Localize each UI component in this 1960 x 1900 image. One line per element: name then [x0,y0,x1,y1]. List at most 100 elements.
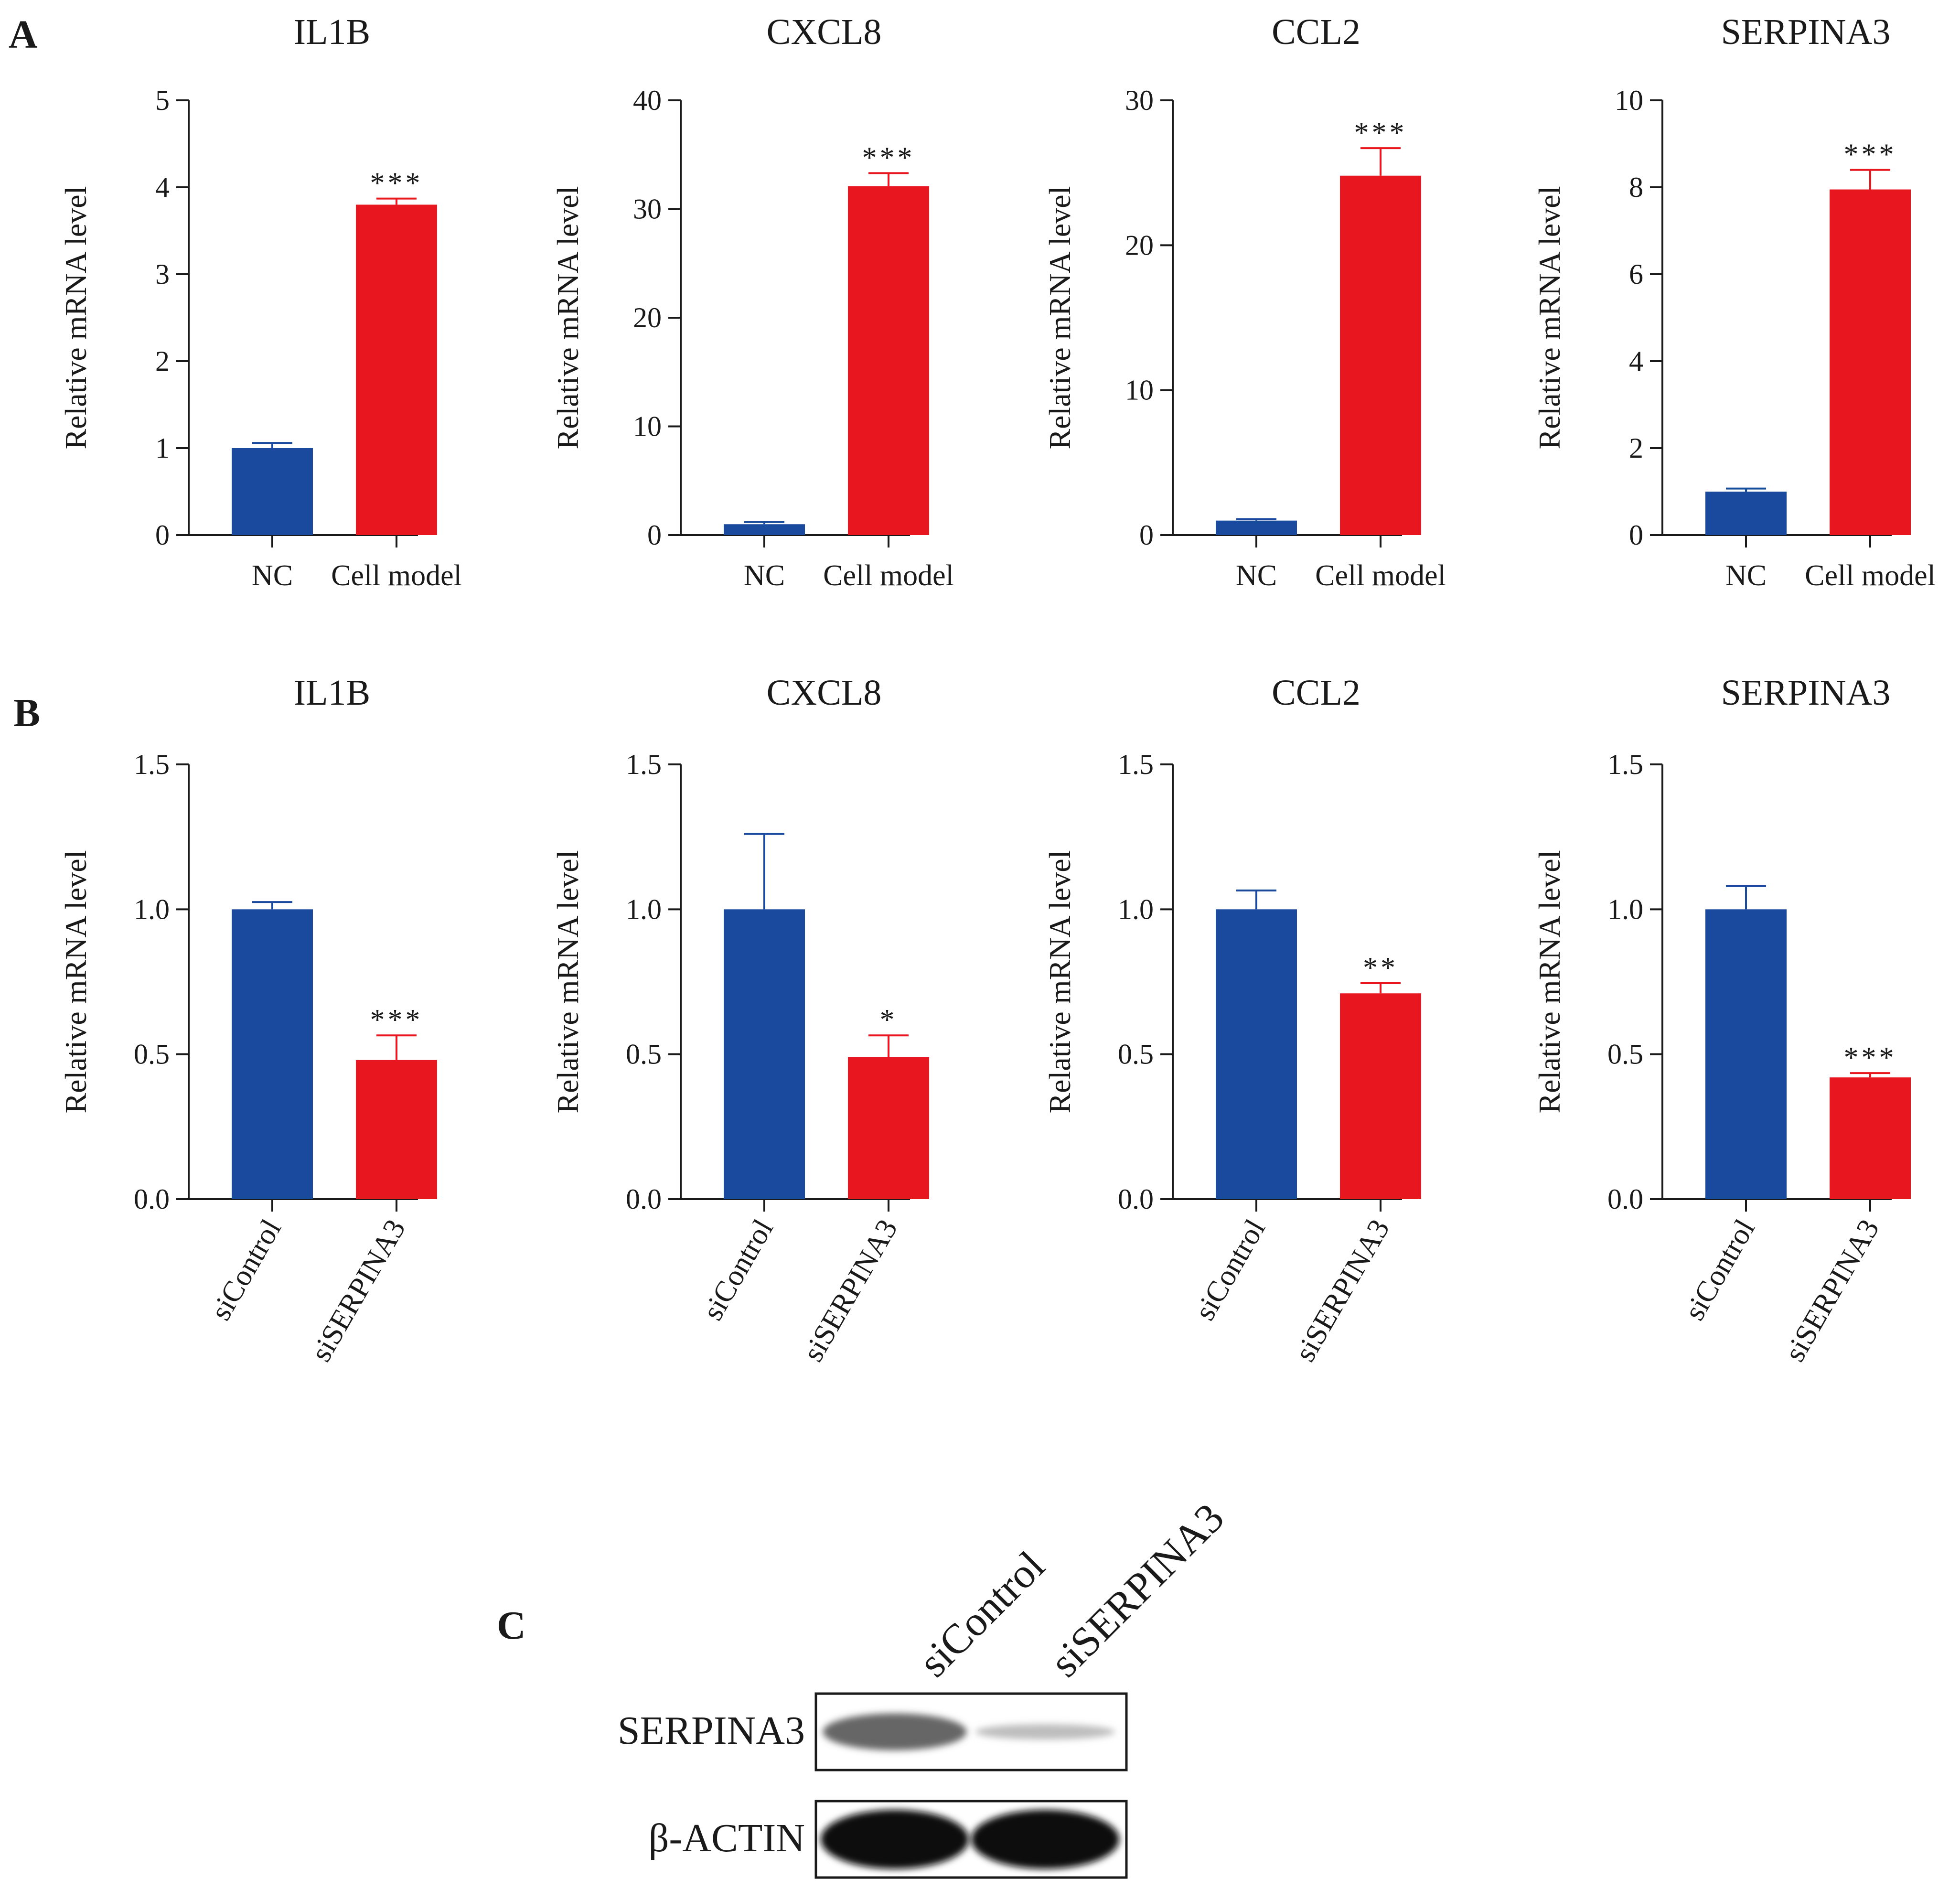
y-tick-label: 1.0 [1607,893,1643,925]
significance-label: *** [1354,117,1407,149]
category-label: NC [252,559,293,592]
panel-letter-b: B [13,691,40,735]
category-label: siControl [696,1214,780,1326]
blot-row-label: β-ACTIN [649,1816,805,1860]
y-tick-label: 0.5 [626,1039,662,1070]
chart-a-ccl2: CCL2 Relative mRNA level 0 10 20 30 NC *** Cell … [1043,12,1446,592]
bar-sicontrol [724,909,805,1199]
y-tick-label: 10 [633,411,662,442]
chart-title: IL1B [294,673,370,713]
category-label: siControl [1678,1214,1761,1326]
chart-a-il1b: IL1B Relative mRNA level 0 1 2 3 4 5 NC *** Cell m… [59,12,462,592]
chart-title: CCL2 [1272,673,1360,713]
y-tick-label: 2 [1629,432,1643,464]
blot-lane-label: siControl [910,1543,1054,1686]
chart-title: SERPINA3 [1721,12,1891,52]
y-tick-label: 5 [155,85,170,116]
y-tick-label: 4 [1629,345,1643,377]
y-axis-label: Relative mRNA level [1043,186,1077,450]
category-label: siControl [204,1214,288,1326]
y-tick-label: 20 [1125,229,1154,261]
y-tick-label: 0.0 [1607,1183,1643,1215]
y-axis-label: Relative mRNA level [1532,850,1566,1114]
chart-a-cxcl8: CXCL8 Relative mRNA level 0 10 20 30 40 NC *** Ce… [551,12,954,592]
category-label: Cell model [823,559,954,592]
y-tick-label: 30 [1125,85,1154,116]
y-tick-label: 1.5 [1607,749,1643,780]
category-label: NC [1236,559,1277,592]
y-tick-label: 1.0 [1118,893,1154,925]
category-label: NC [1725,559,1767,592]
y-tick-label: 2 [155,345,170,377]
bar-siserpina3 [1830,1077,1911,1199]
y-tick-label: 0.5 [134,1039,170,1070]
y-tick-label: 8 [1629,172,1643,203]
y-tick-label: 30 [633,193,662,225]
chart-title: CCL2 [1272,12,1360,52]
significance-label: * [880,1004,898,1036]
blot-band [821,1810,969,1869]
bar-siserpina3 [356,1060,437,1199]
chart-b-cxcl8: CXCL8 Relative mRNA level 0.0 0.5 1.0 1.5 siCo… [551,673,929,1367]
y-tick-label: 1.0 [626,893,662,925]
blot-band [823,1713,967,1750]
blot-lane-label: siSERPINA3 [1042,1495,1233,1686]
y-tick-label: 20 [633,302,662,333]
y-tick-label: 0 [1139,519,1154,551]
bar-siserpina3 [1340,993,1421,1199]
bar-sicontrol [232,909,313,1199]
chart-title: IL1B [294,12,370,52]
significance-label: ** [1363,952,1398,984]
y-tick-label: 40 [633,85,662,116]
chart-b-il1b: IL1B Relative mRNA level 0.0 0.5 1.0 1.5 siCon… [59,673,437,1367]
chart-title: CXCL8 [767,673,882,713]
bar-sicontrol [1216,909,1297,1199]
y-axis-label: Relative mRNA level [551,850,585,1114]
y-tick-label: 0 [647,519,662,551]
y-tick-label: 0 [1629,519,1643,551]
category-label: Cell model [1805,559,1936,592]
category-label: NC [744,559,785,592]
bar-cell-model [848,186,929,536]
significance-label: *** [1844,1041,1897,1074]
y-axis-label: Relative mRNA level [1043,850,1077,1114]
category-label: Cell model [331,559,462,592]
y-tick-label: 0.0 [1118,1183,1154,1215]
y-tick-label: 0.5 [1118,1039,1154,1070]
y-tick-label: 1.5 [134,749,170,780]
category-label: siSERPINA3 [305,1214,412,1367]
significance-label: *** [1844,139,1897,171]
blot-band [975,1724,1115,1740]
panel-letter-c: C [497,1603,526,1648]
significance-label: *** [370,1004,423,1036]
category-label: siSERPINA3 [1778,1214,1885,1367]
chart-a-serpina3: SERPINA3 Relative mRNA level 0 2 4 6 8 10 NC *** C… [1532,12,1936,592]
y-tick-label: 10 [1615,85,1643,116]
y-tick-label: 1.5 [1118,749,1154,780]
y-axis-label: Relative mRNA level [59,186,93,450]
category-label: siSERPINA3 [1289,1214,1396,1367]
bar-sicontrol [1705,909,1787,1199]
y-axis-label: Relative mRNA level [59,850,93,1114]
y-tick-label: 0 [155,519,170,551]
y-tick-label: 0.5 [1607,1039,1643,1070]
bar-cell-model [1340,175,1421,535]
y-tick-label: 3 [155,258,170,290]
bar-nc [1216,520,1297,535]
y-axis-label: Relative mRNA level [551,186,585,450]
y-tick-label: 0.0 [626,1183,662,1215]
chart-b-serpina3: SERPINA3 Relative mRNA level 0.0 0.5 1.0 1.5 s… [1532,673,1911,1367]
bar-cell-model [1830,189,1911,535]
y-tick-label: 10 [1125,375,1154,406]
category-label: Cell model [1315,559,1446,592]
chart-b-ccl2: CCL2 Relative mRNA level 0.0 0.5 1.0 1.5 siCon… [1043,673,1421,1367]
y-tick-label: 1.0 [134,893,170,925]
category-label: siControl [1189,1214,1272,1326]
bar-cell-model [356,204,437,535]
blot-band [971,1810,1119,1869]
significance-label: *** [862,141,915,174]
bar-nc [724,524,805,535]
